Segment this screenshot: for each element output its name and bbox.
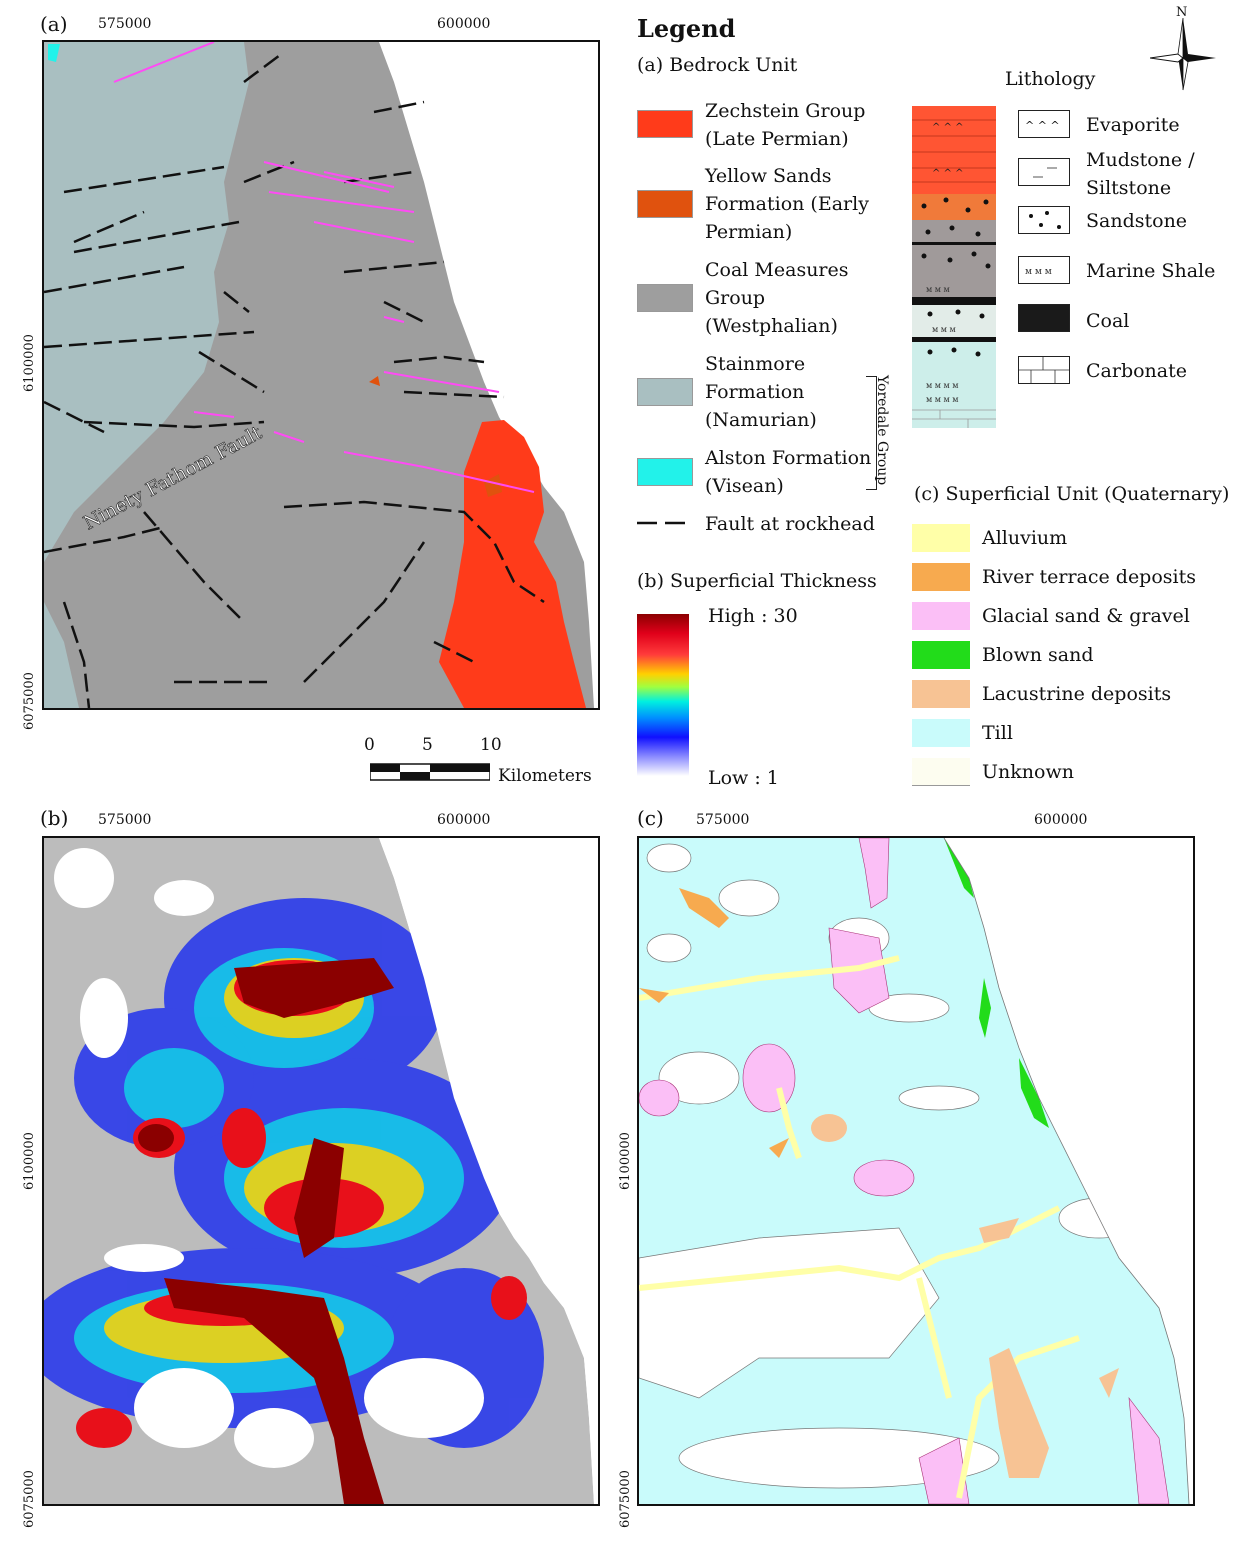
scalebar-unit: Kilometers: [498, 766, 592, 786]
yoredale-bracket: [866, 376, 877, 490]
stratigraphic-column: ^ ^ ^ ^ ^ ^ ᴍ ᴍ ᴍ ᴍ ᴍ ᴍ ᴍ ᴍ ᴍ ᴍ ᴍ ᴍ ᴍ ᴍ: [912, 106, 996, 428]
panel-b-ytick-6075000: 6075000: [22, 1470, 37, 1528]
blown-sand-strip: [944, 838, 1049, 1128]
svg-text:ᴍ ᴍ ᴍ ᴍ: ᴍ ᴍ ᴍ ᴍ: [926, 395, 959, 404]
lithology-shale: Marine Shale: [1086, 260, 1216, 282]
pink-lineaments: [113, 42, 535, 493]
swatch-yellow-sands: [637, 190, 693, 218]
thickness-darkred-zones: [138, 958, 394, 1504]
thickness-map[interactable]: [42, 836, 600, 1506]
swatch-till: [912, 719, 970, 747]
panel-c-xtick-600000: 600000: [1034, 812, 1088, 828]
panel-c-ytick-6100000: 6100000: [618, 1132, 633, 1190]
coal-swatch: [1018, 304, 1070, 332]
swatch-unknown: [912, 758, 970, 786]
swatch-river-terrace: [912, 563, 970, 591]
bedrock-heading: (a) Bedrock Unit: [637, 54, 798, 76]
thickness-heading: (b) Superficial Thickness: [637, 570, 877, 592]
svg-text:ᴍ ᴍ ᴍ: ᴍ ᴍ ᴍ: [932, 325, 956, 334]
superficial-map[interactable]: [637, 836, 1195, 1506]
panel-c-ytick-6075000: 6075000: [618, 1470, 633, 1528]
zechstein-area: [439, 420, 586, 708]
evaporite-swatch: ^ ^ ^: [1018, 110, 1070, 138]
swatch-alluvium: [912, 524, 970, 552]
sandstone-swatch: [1018, 206, 1070, 234]
panel-a-ytick-6100000: 6100000: [22, 334, 37, 392]
alston-area: [48, 44, 60, 62]
yellow-sands-patch: [484, 474, 502, 497]
scalebar-0: 0: [364, 735, 375, 755]
sea-white-c: [944, 838, 1193, 1504]
north-arrow-icon: [1149, 4, 1216, 94]
thickness-white-patches: [54, 848, 484, 1468]
fault-swatch: [637, 515, 693, 531]
swatch-lacustrine: [912, 680, 970, 708]
legend-yellow-sands: Yellow Sands Formation (Early Permian): [705, 165, 869, 243]
svg-text:^ ^ ^: ^ ^ ^: [932, 168, 964, 179]
scalebar-5: 5: [422, 735, 433, 755]
legend-coal-measures: Coal Measures Group (Westphalian): [705, 259, 849, 337]
thickness-low: Low : 1: [708, 767, 779, 789]
lithology-carbonate: Carbonate: [1086, 360, 1187, 382]
swatch-glacial-sand: [912, 602, 970, 630]
shale-swatch: ᴍ ᴍ ᴍ: [1018, 256, 1070, 284]
superficial-river-terrace: River terrace deposits: [982, 566, 1197, 588]
lithology-heading: Lithology: [1005, 68, 1096, 90]
panel-c-xtick-575000: 575000: [696, 812, 750, 828]
svg-text:ᴍ ᴍ ᴍ: ᴍ ᴍ ᴍ: [926, 285, 950, 294]
panel-b-label: (b): [40, 806, 69, 830]
swatch-stainmore: [637, 378, 693, 406]
carbonate-swatch: [1018, 356, 1070, 384]
superficial-lacustrine: Lacustrine deposits: [982, 683, 1172, 705]
legend-alston: Alston Formation (Visean): [705, 447, 872, 497]
panel-b-ytick-6100000: 6100000: [22, 1132, 37, 1190]
north-label: N: [1176, 5, 1188, 20]
panel-a-label: (a): [40, 12, 68, 36]
lithology-mudstone: Mudstone / Siltstone: [1086, 149, 1195, 199]
panel-a-xtick-575000: 575000: [98, 16, 152, 32]
lithology-coal: Coal: [1086, 310, 1130, 332]
yoredale-group-label: Yoredale Group: [874, 375, 890, 486]
scalebar-10: 10: [480, 735, 502, 755]
superficial-blown-sand: Blown sand: [982, 644, 1094, 666]
yellow-sands-patch-2: [369, 376, 380, 386]
panel-a-xtick-600000: 600000: [437, 16, 491, 32]
fault-lines: [44, 51, 545, 708]
panel-c-label: (c): [637, 806, 664, 830]
legend-fault: Fault at rockhead: [705, 513, 875, 535]
superficial-till: Till: [982, 722, 1013, 744]
superficial-alluvium: Alluvium: [982, 527, 1068, 549]
swatch-zechstein: [637, 110, 693, 138]
thickness-color-ramp: [637, 614, 689, 776]
lacustrine-patches: [811, 1114, 1119, 1478]
swatch-blown-sand: [912, 641, 970, 669]
thickness-high: High : 30: [708, 605, 798, 627]
coastline-c: [943, 838, 1190, 1504]
lithology-sandstone: Sandstone: [1086, 210, 1188, 232]
svg-text:ᴍ ᴍ ᴍ ᴍ: ᴍ ᴍ ᴍ ᴍ: [926, 381, 959, 390]
swatch-alston: [637, 458, 693, 486]
legend-title: Legend: [637, 14, 736, 43]
mudstone-swatch: [1018, 158, 1070, 186]
superficial-heading: (c) Superficial Unit (Quaternary): [914, 483, 1230, 505]
svg-text:^ ^ ^: ^ ^ ^: [1025, 119, 1060, 132]
scalebar: [369, 762, 491, 782]
panel-b-xtick-600000: 600000: [437, 812, 491, 828]
svg-text:^ ^ ^: ^ ^ ^: [932, 122, 964, 133]
bedrock-map[interactable]: Ninety Fathom Fault: [42, 40, 600, 710]
sea-white: [379, 838, 598, 1504]
panel-a-ytick-6075000: 6075000: [22, 672, 37, 730]
svg-text:ᴍ ᴍ ᴍ: ᴍ ᴍ ᴍ: [1025, 267, 1052, 277]
superficial-glacial-sand: Glacial sand & gravel: [982, 605, 1190, 627]
swatch-coal-measures: [637, 284, 693, 312]
river-terrace-patches: [639, 888, 789, 1158]
panel-b-xtick-575000: 575000: [98, 812, 152, 828]
lithology-evaporite: Evaporite: [1086, 114, 1180, 136]
stainmore-strip: [44, 602, 79, 708]
legend-zechstein: Zechstein Group (Late Permian): [705, 100, 866, 150]
legend-stainmore: Stainmore Formation (Namurian): [705, 353, 817, 431]
superficial-unknown: Unknown: [982, 761, 1074, 783]
